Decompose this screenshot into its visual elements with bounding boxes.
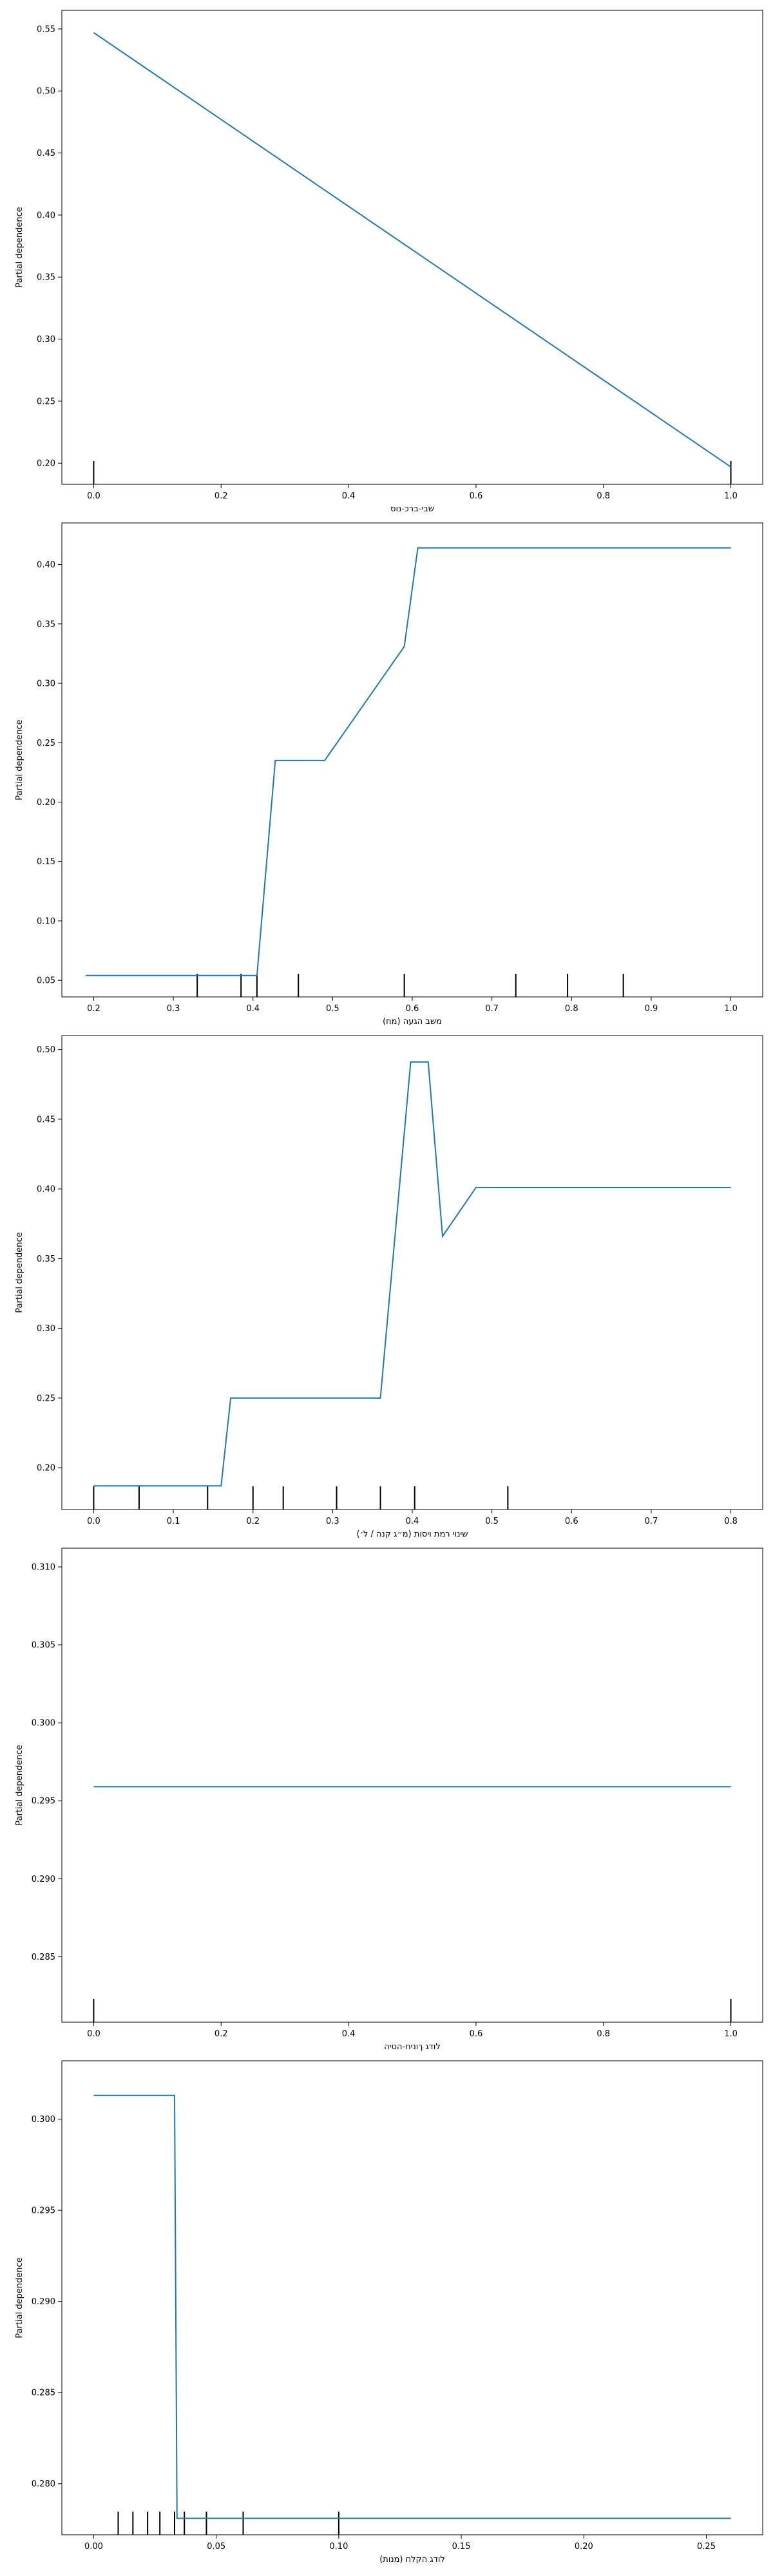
x-tick-label: 0.1 bbox=[167, 1517, 180, 1526]
y-tick-label: 0.20 bbox=[37, 798, 55, 808]
y-tick-label: 0.50 bbox=[37, 1045, 55, 1055]
partial-dependence-line bbox=[93, 32, 732, 468]
y-tick-label: 0.40 bbox=[37, 560, 55, 570]
x-tick-label: 0.7 bbox=[485, 1004, 499, 1014]
y-tick-label: 0.25 bbox=[37, 1394, 55, 1403]
x-tick-label: 0.2 bbox=[215, 2029, 228, 2039]
x-tick-label: 0.2 bbox=[87, 1004, 100, 1014]
y-tick-label: 0.40 bbox=[37, 1185, 55, 1195]
y-tick-label: 0.30 bbox=[37, 679, 55, 689]
x-tick-label: 0.0 bbox=[87, 2029, 100, 2039]
x-tick-label: 1.0 bbox=[724, 2029, 738, 2039]
x-tick-label: 0.8 bbox=[565, 1004, 578, 1014]
y-axis-label: Partial dependence bbox=[15, 207, 24, 287]
y-tick-label: 0.295 bbox=[32, 1797, 55, 1806]
x-tick-label: 0.4 bbox=[342, 2029, 356, 2039]
y-tick-label: 0.35 bbox=[37, 1255, 55, 1264]
x-tick-label: 0.3 bbox=[167, 1004, 180, 1014]
plot-frame bbox=[61, 10, 763, 485]
y-tick-label: 0.280 bbox=[32, 2479, 55, 2489]
x-axis-label: שבי-ברכ-נוס bbox=[390, 504, 434, 514]
y-tick-label: 0.300 bbox=[32, 2115, 55, 2125]
y-tick-label: 0.35 bbox=[37, 620, 55, 629]
y-tick-label: 0.40 bbox=[37, 211, 55, 220]
x-tick-label: 0.4 bbox=[406, 1517, 419, 1526]
x-tick-label: 0.20 bbox=[575, 2542, 593, 2552]
y-tick-label: 0.285 bbox=[32, 1953, 55, 1962]
y-tick-label: 0.295 bbox=[32, 2206, 55, 2216]
y-tick-label: 0.10 bbox=[37, 916, 55, 926]
y-tick-label: 0.30 bbox=[37, 335, 55, 345]
y-tick-label: 0.15 bbox=[37, 857, 55, 867]
x-tick-label: 0.6 bbox=[470, 491, 483, 501]
x-axis-label: משב הגעה (מח) bbox=[383, 1017, 442, 1027]
x-tick-label: 1.0 bbox=[724, 491, 738, 501]
x-tick-label: 0.8 bbox=[596, 491, 610, 501]
y-tick-label: 0.30 bbox=[37, 1324, 55, 1334]
x-tick-label: 0.05 bbox=[207, 2542, 225, 2552]
x-tick-label: 1.0 bbox=[724, 1004, 738, 1014]
x-tick-label: 0.5 bbox=[326, 1004, 339, 1014]
x-axis-label: שינוי רמת ויסות (מ״ג קנה / ל׳) bbox=[356, 1530, 468, 1539]
x-tick-label: 0.2 bbox=[246, 1517, 260, 1526]
y-tick-label: 0.290 bbox=[32, 1875, 55, 1884]
y-tick-label: 0.25 bbox=[37, 739, 55, 748]
x-tick-label: 0.25 bbox=[697, 2542, 716, 2552]
y-tick-label: 0.05 bbox=[37, 976, 55, 986]
x-tick-label: 0.5 bbox=[485, 1517, 499, 1526]
chart-panel-3: 0.0 0.1 0.2 0.3 0.4 0.5 0.6 0.7 0.8 0.20 0.25 0.30 0… bbox=[15, 1035, 763, 1539]
y-tick-label: 0.20 bbox=[37, 1464, 55, 1473]
y-tick-label: 0.285 bbox=[32, 2389, 55, 2398]
y-tick-label: 0.35 bbox=[37, 273, 55, 283]
y-axis-label: Partial dependence bbox=[15, 719, 24, 800]
y-tick-label: 0.55 bbox=[37, 24, 55, 34]
x-tick-label: 0.8 bbox=[724, 1517, 738, 1526]
x-tick-label: 0.00 bbox=[84, 2542, 103, 2552]
plot-frame bbox=[61, 2060, 763, 2535]
x-tick-label: 0.0 bbox=[87, 491, 100, 501]
x-tick-label: 0.6 bbox=[565, 1517, 578, 1526]
y-axis-label: Partial dependence bbox=[15, 1232, 24, 1312]
y-tick-label: 0.45 bbox=[37, 149, 55, 158]
partial-dependence-line bbox=[86, 547, 731, 976]
y-tick-label: 0.45 bbox=[37, 1115, 55, 1124]
x-tick-label: 0.15 bbox=[452, 2542, 471, 2552]
y-tick-label: 0.300 bbox=[32, 1719, 55, 1728]
x-axis-label: לודג הקלח (מנות) bbox=[379, 2555, 445, 2564]
x-tick-label: 0.6 bbox=[406, 1004, 419, 1014]
y-tick-label: 0.50 bbox=[37, 87, 55, 97]
x-tick-label: 0.10 bbox=[329, 2542, 348, 2552]
y-tick-label: 0.310 bbox=[32, 1563, 55, 1573]
partial-dependence-line bbox=[93, 1061, 731, 1487]
x-tick-label: 0.9 bbox=[645, 1004, 658, 1014]
x-tick-label: 0.8 bbox=[596, 2029, 610, 2039]
y-axis-label: Partial dependence bbox=[15, 1745, 24, 1825]
chart-panel-5: 0.00 0.05 0.10 0.15 0.20 0.25 0.280 0.285 0.290 0… bbox=[15, 2060, 763, 2564]
x-tick-label: 0.2 bbox=[215, 491, 228, 501]
y-tick-label: 0.25 bbox=[37, 397, 55, 406]
y-tick-label: 0.290 bbox=[32, 2297, 55, 2307]
chart-panel-4: 0.0 0.2 0.4 0.6 0.8 1.0 0.285 0.290 0.295 0.300 0.… bbox=[15, 1548, 763, 2052]
x-tick-label: 0.6 bbox=[470, 2029, 483, 2039]
x-tick-label: 0.7 bbox=[645, 1517, 658, 1526]
chart-panel-1: 0.0 0.2 0.4 0.6 0.8 1.0 0.20 0.25 0.30 0.35 0.40 0.… bbox=[15, 10, 763, 514]
chart-panel-2: 0.2 0.3 0.4 0.5 0.6 0.7 0.8 0.9 1.0 0.05 0.10 0.15 0… bbox=[15, 522, 763, 1027]
y-axis-label: Partial dependence bbox=[15, 2257, 24, 2338]
x-tick-label: 0.0 bbox=[87, 1517, 100, 1526]
y-tick-label: 0.20 bbox=[37, 459, 55, 469]
partial-dependence-line bbox=[93, 2094, 731, 2519]
x-axis-label: לודג ךוניח-הטיה bbox=[384, 2042, 441, 2052]
x-tick-label: 0.4 bbox=[246, 1004, 260, 1014]
x-tick-label: 0.4 bbox=[342, 491, 356, 501]
x-tick-label: 0.3 bbox=[326, 1517, 339, 1526]
y-tick-label: 0.305 bbox=[32, 1641, 55, 1651]
plot-frame bbox=[61, 1548, 763, 2023]
